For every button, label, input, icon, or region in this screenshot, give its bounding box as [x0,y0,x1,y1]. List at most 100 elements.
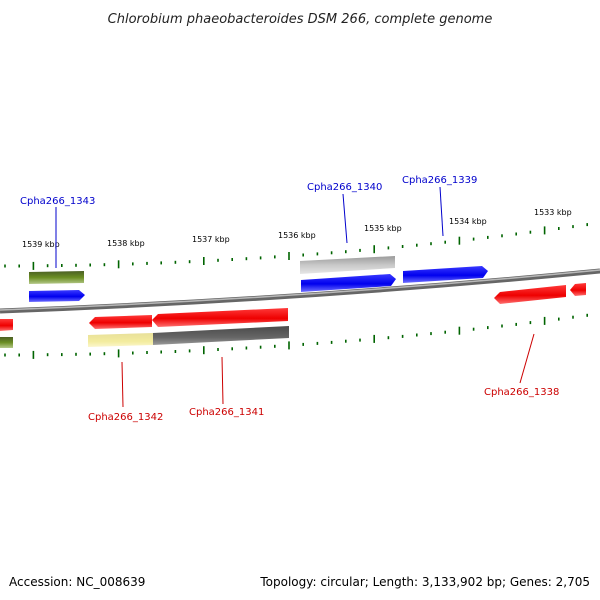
tick-top-major [373,245,375,254]
genome-backbone [0,268,600,314]
tick-top-minor [46,264,49,268]
gene-olive-2[interactable] [0,337,13,348]
tick-bottom-minor [316,341,319,345]
tick-bottom-minor [18,353,20,357]
tick-top-major [458,236,461,245]
tick-top-major [288,252,290,260]
tick-label-1536: 1536 kbp [278,231,316,240]
tick-bottom-minor [259,345,262,349]
tick-top-minor [132,262,134,266]
callout-line-1342 [121,361,124,408]
gene-cpha266-1343[interactable] [29,290,85,302]
topology-text: Topology: circular; Length: 3,133,902 bp… [259,575,590,589]
gene-label-1340[interactable]: Cpha266_1340 [307,182,382,193]
tick-bottom-major [458,326,461,335]
tick-label-1533: 1533 kbp [534,208,572,217]
tick-bottom-minor [174,350,177,353]
tick-bottom-minor [330,340,333,344]
gene-red-left-edge[interactable] [0,319,13,331]
genome-backbone-highlight [0,269,600,311]
tick-bottom-minor [89,352,91,356]
callout-line-1338 [519,333,535,384]
tick-top-minor [316,252,319,256]
callout-line-1339 [439,186,444,237]
tick-row-top [4,223,588,270]
tick-top-minor [487,235,489,239]
tick-bottom-major [32,350,35,359]
tick-top-major [32,261,35,270]
tick-top-minor [160,261,162,265]
gene-label-1342[interactable]: Cpha266_1342 [88,412,163,423]
gene-grey-pseudo[interactable] [300,256,395,274]
tick-top-minor [174,260,177,264]
gene-label-1343[interactable]: Cpha266_1343 [20,196,95,207]
gene-label-1338[interactable]: Cpha266_1338 [484,387,559,398]
accession-text: Accession: NC_008639 [9,575,145,589]
gene-labels: Cpha266_1343 Cpha266_1340 Cpha266_1339 C… [20,175,559,423]
tick-top-major [117,260,120,269]
tick-top-minor [245,257,248,261]
tick-row-bottom [4,313,588,359]
tick-bottom-minor [274,344,276,348]
tick-top-minor [330,251,333,255]
tick-top-minor [18,264,20,268]
gene-cpha266-1340[interactable] [301,274,396,292]
tick-bottom-minor [572,315,574,319]
tick-top-minor [416,243,418,247]
tick-top-minor [259,256,262,260]
genes-reverse-strand [0,283,586,348]
tick-top-minor [444,240,446,244]
tick-bottom-minor [103,352,106,356]
tick-label-1538: 1538 kbp [107,239,145,248]
tick-top-minor [387,246,390,250]
tick-top-minor [103,263,106,267]
tick-top-minor [4,264,6,268]
tick-bottom-minor [558,317,560,321]
tick-bottom-minor [4,353,6,357]
tick-bottom-minor [487,326,489,330]
tick-top-minor [430,242,432,246]
tick-bottom-minor [529,321,532,325]
gene-label-1341[interactable]: Cpha266_1341 [189,407,264,418]
tick-label-1534: 1534 kbp [449,217,487,226]
tick-labels: 1539 kbp 1538 kbp 1537 kbp 1536 kbp 1535… [22,208,572,249]
tick-bottom-minor [146,351,148,354]
tick-top-minor [345,250,347,254]
tick-bottom-minor [472,327,475,331]
tick-bottom-minor [345,339,347,343]
tick-bottom-minor [160,350,162,354]
tick-bottom-minor [75,352,77,356]
tick-bottom-major [373,334,375,343]
gene-olive-1[interactable] [29,271,84,284]
tick-top-minor [515,232,517,236]
tick-top-minor [61,264,63,267]
tick-top-minor [359,248,361,252]
tick-top-minor [501,234,503,238]
tick-top-minor [146,261,148,265]
gene-cpha266-1341[interactable] [153,326,289,345]
tick-top-minor [572,225,574,229]
gene-cpha266-1339[interactable] [403,266,488,283]
tick-bottom-minor [245,346,248,350]
gene-label-1339[interactable]: Cpha266_1339 [402,175,477,186]
gene-cpha266-1338[interactable] [494,285,566,304]
gene-red-long[interactable] [152,308,288,327]
gene-cpha266-1342[interactable] [89,315,152,329]
tick-top-minor [188,260,191,264]
tick-bottom-minor [359,338,361,342]
tick-top-minor [302,253,304,257]
tick-bottom-minor [46,353,49,357]
tick-bottom-minor [302,342,304,346]
tick-label-1539: 1539 kbp [22,240,60,249]
tick-top-major [543,226,546,235]
gene-cpha266-1342-body[interactable] [88,333,153,347]
tick-top-minor [401,245,404,248]
tick-bottom-minor [61,353,63,357]
tick-top-minor [217,258,219,262]
tick-bottom-minor [231,347,233,351]
genes-forward-strand [29,256,488,302]
tick-bottom-minor [416,333,418,337]
tick-top-minor [274,255,276,259]
gene-red-small[interactable] [570,283,586,296]
